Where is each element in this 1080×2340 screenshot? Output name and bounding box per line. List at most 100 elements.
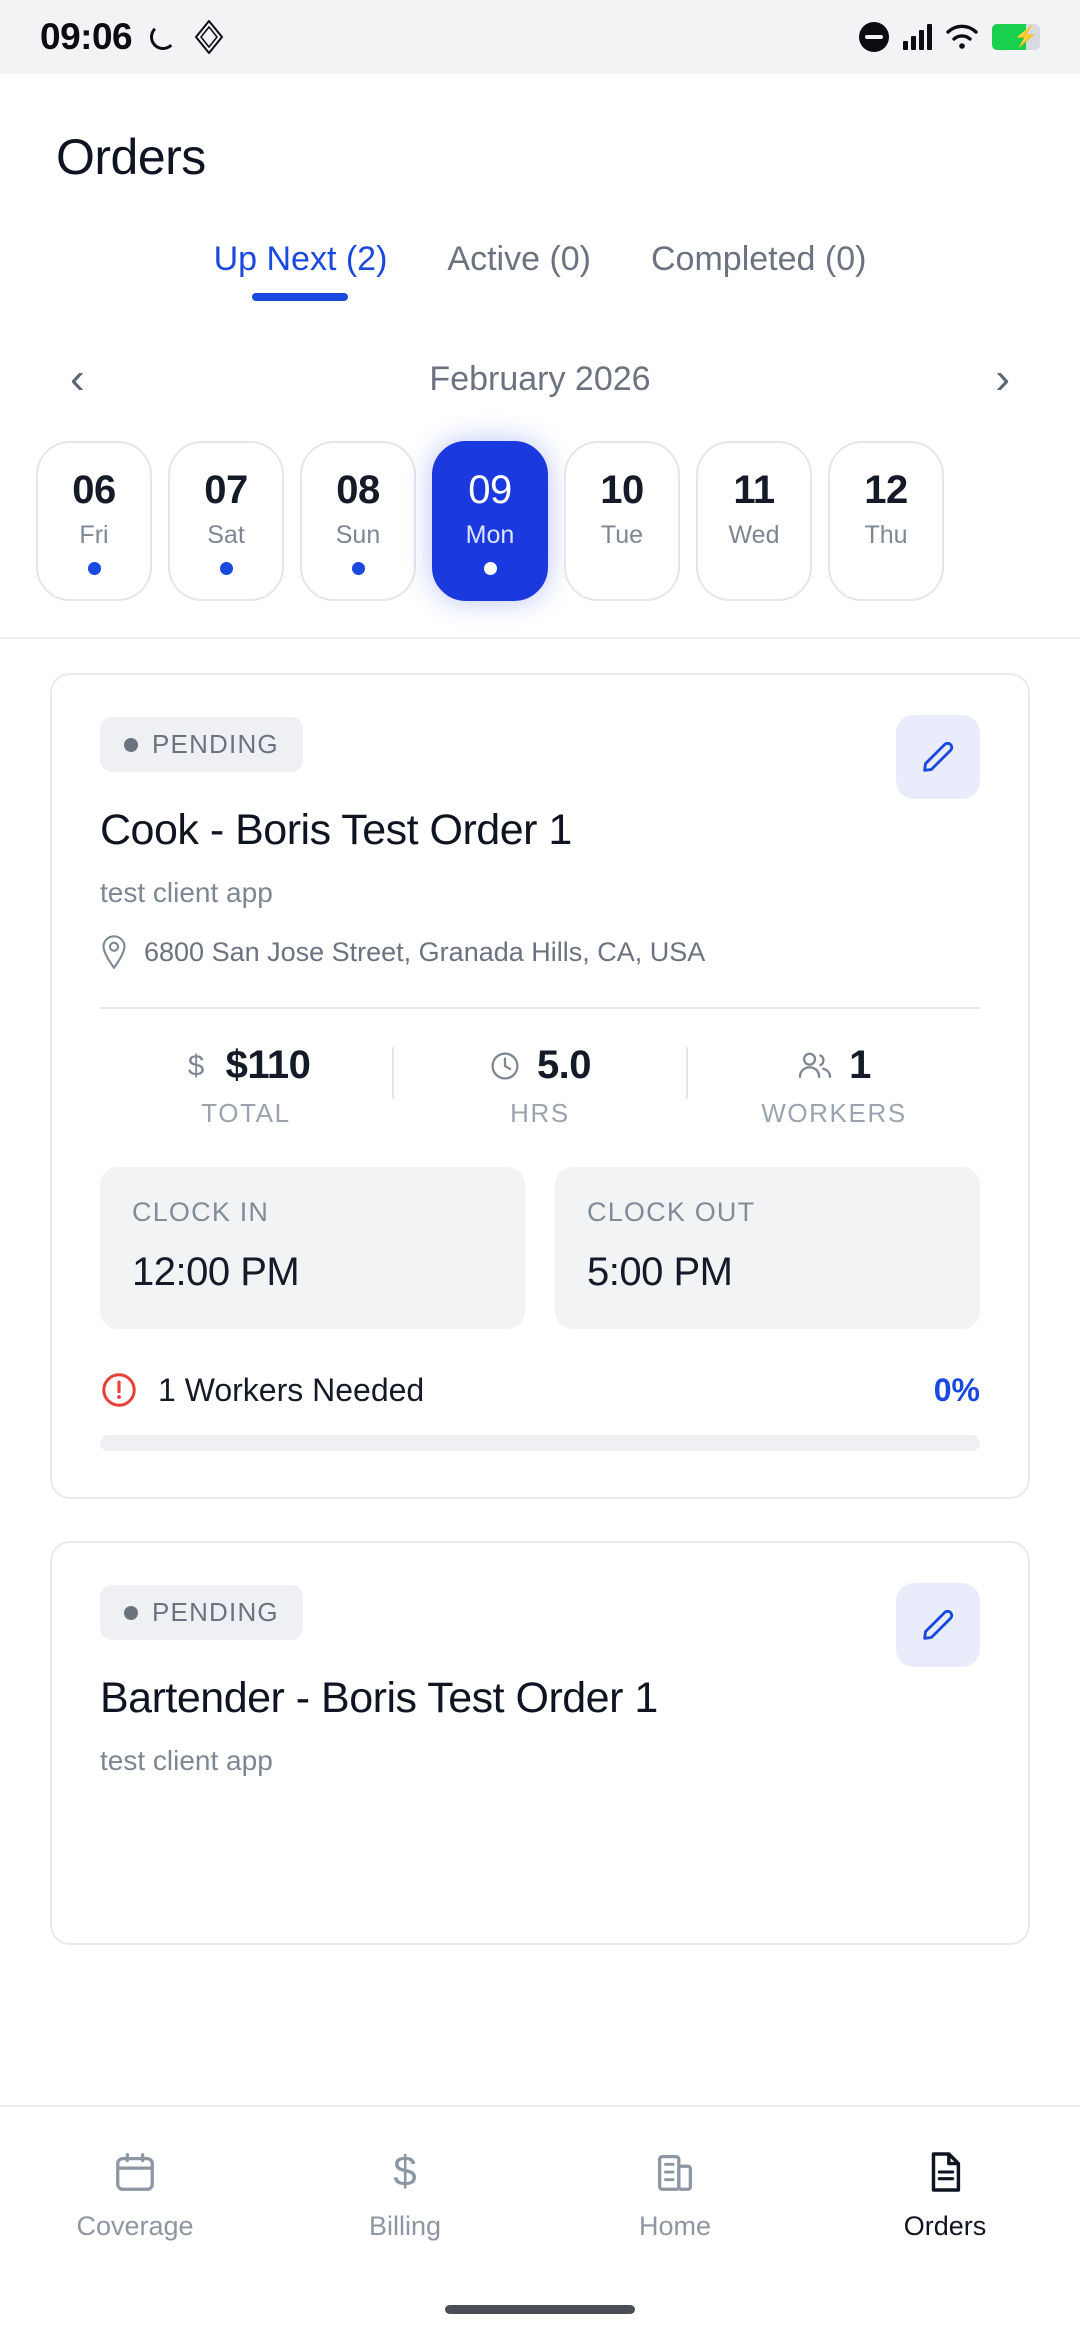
- day-number: 07: [204, 467, 248, 512]
- card-divider: [100, 1007, 980, 1009]
- clock-row: CLOCK IN 12:00 PM CLOCK OUT 5:00 PM: [100, 1167, 980, 1329]
- day-cell-12[interactable]: 12 Thu: [828, 441, 944, 601]
- stat-workers-top: 1: [797, 1043, 871, 1088]
- month-label: February 2026: [429, 359, 651, 398]
- nav-label-home: Home: [638, 2211, 712, 2241]
- order-stats: $ $110 TOTAL 5.0 HRS: [100, 1043, 980, 1129]
- nav-label-coverage: Coverage: [76, 2211, 194, 2241]
- stat-workers: 1 WORKERS: [688, 1043, 980, 1129]
- day-event-dot: [616, 562, 629, 575]
- order-address-row: 6800 San Jose Street, Granada Hills, CA,…: [100, 935, 980, 969]
- day-weekday: Fri: [79, 520, 109, 549]
- spinner-icon: [150, 24, 177, 50]
- home-indicator: [445, 2305, 635, 2314]
- stat-separator: [686, 1047, 688, 1099]
- clock-out-label: CLOCK OUT: [587, 1197, 756, 1227]
- status-time: 09:06: [40, 16, 133, 57]
- fill-progress-bar: [100, 1435, 980, 1451]
- day-weekday: Sat: [207, 520, 245, 549]
- workers-needed-row: 1 Workers Needed 0%: [100, 1371, 980, 1409]
- day-weekday: Thu: [864, 520, 908, 549]
- stat-hours: 5.0 HRS: [394, 1043, 686, 1129]
- tab-active[interactable]: Active (0): [447, 240, 591, 278]
- day-cell-11[interactable]: 11 Wed: [696, 441, 812, 601]
- pencil-icon: [923, 741, 954, 772]
- header: Orders: [0, 74, 1080, 186]
- fill-percentage: 0%: [933, 1371, 980, 1408]
- day-number: 09: [468, 467, 512, 512]
- nav-item-billing[interactable]: $ Billing: [270, 2149, 540, 2242]
- day-event-dot: [483, 561, 497, 575]
- day-weekday: Sun: [335, 520, 381, 549]
- stat-hours-label: HRS: [510, 1098, 570, 1128]
- stat-separator: [392, 1047, 394, 1099]
- nav-item-home[interactable]: Home: [540, 2149, 810, 2242]
- stat-total-value: $110: [225, 1043, 311, 1087]
- nav-label-billing: Billing: [368, 2211, 442, 2241]
- nav-label-orders: Orders: [903, 2211, 987, 2241]
- month-navigator: ‹ February 2026 ›: [0, 301, 1080, 401]
- tab-completed[interactable]: Completed (0): [651, 240, 867, 278]
- day-number: 06: [72, 467, 116, 512]
- alert-circle-icon: [102, 1373, 136, 1407]
- dollar-icon: $: [393, 2149, 416, 2194]
- day-event-dot: [880, 562, 893, 575]
- clock-in-box[interactable]: CLOCK IN 12:00 PM: [100, 1167, 525, 1329]
- nav-item-coverage[interactable]: Coverage: [0, 2149, 270, 2242]
- order-card[interactable]: PENDING Bartender - Boris Test Order 1 t…: [50, 1541, 1030, 1945]
- diamond-icon: [194, 20, 224, 54]
- day-number: 10: [600, 467, 644, 512]
- day-cell-09[interactable]: 09 Mon: [432, 441, 548, 601]
- stat-total-label: TOTAL: [201, 1098, 291, 1128]
- status-bar-left: 09:06: [40, 16, 224, 58]
- prev-month-icon[interactable]: ‹: [70, 354, 85, 403]
- day-weekday: Wed: [728, 520, 780, 549]
- workers-needed-left: 1 Workers Needed: [100, 1371, 424, 1409]
- stat-hours-top: 5.0: [489, 1043, 592, 1088]
- bottom-navigation: Coverage $ Billing Home Orders: [0, 2105, 1080, 2340]
- day-strip[interactable]: 06 Fri 07 Sat 08 Sun 09 Mon 10 Tue 11 We…: [0, 401, 1080, 601]
- calendar-icon: [116, 2153, 154, 2191]
- document-icon: [931, 2152, 961, 2192]
- status-badge: PENDING: [100, 717, 303, 772]
- order-tabs: Up Next (2) Active (0) Completed (0): [0, 240, 1080, 301]
- day-weekday: Mon: [465, 520, 515, 549]
- workers-needed-text: 1 Workers Needed: [158, 1371, 425, 1408]
- pencil-icon: [923, 1609, 954, 1640]
- status-bar: 09:06 ⚡: [0, 0, 1080, 74]
- day-number: 11: [733, 467, 775, 512]
- building-icon: [658, 2155, 692, 2191]
- nav-item-orders[interactable]: Orders: [810, 2149, 1080, 2242]
- signal-icon: [903, 24, 932, 50]
- day-cell-07[interactable]: 07 Sat: [168, 441, 284, 601]
- users-icon: [798, 1052, 832, 1078]
- clock-out-box[interactable]: CLOCK OUT 5:00 PM: [555, 1167, 980, 1329]
- order-client: test client app: [100, 1745, 273, 1776]
- tab-up-next[interactable]: Up Next (2): [214, 240, 388, 301]
- day-event-dot: [748, 562, 761, 575]
- status-bar-right: ⚡: [859, 22, 1040, 52]
- orders-list: PENDING Cook - Boris Test Order 1 test c…: [0, 637, 1080, 1945]
- day-cell-08[interactable]: 08 Sun: [300, 441, 416, 601]
- clock-icon: [491, 1051, 519, 1080]
- order-card[interactable]: PENDING Cook - Boris Test Order 1 test c…: [50, 673, 1030, 1499]
- day-cell-06[interactable]: 06 Fri: [36, 441, 152, 601]
- edit-order-button[interactable]: [896, 1583, 980, 1667]
- svg-text:$: $: [393, 2149, 416, 2194]
- edit-order-button[interactable]: [896, 715, 980, 799]
- status-dot-icon: [124, 737, 138, 752]
- day-weekday: Tue: [600, 520, 644, 549]
- stat-workers-label: WORKERS: [761, 1098, 907, 1128]
- location-pin-icon: [102, 935, 126, 969]
- svg-text:$: $: [187, 1049, 203, 1082]
- day-cell-10[interactable]: 10 Tue: [564, 441, 680, 601]
- day-number: 08: [336, 467, 380, 512]
- day-event-dot: [219, 561, 233, 575]
- next-month-icon[interactable]: ›: [995, 354, 1010, 403]
- clock-out-value: 5:00 PM: [587, 1250, 733, 1294]
- order-title: Cook - Boris Test Order 1: [100, 806, 572, 854]
- page-title: Orders: [56, 129, 206, 185]
- status-badge: PENDING: [100, 1585, 303, 1640]
- stat-workers-value: 1: [849, 1043, 871, 1087]
